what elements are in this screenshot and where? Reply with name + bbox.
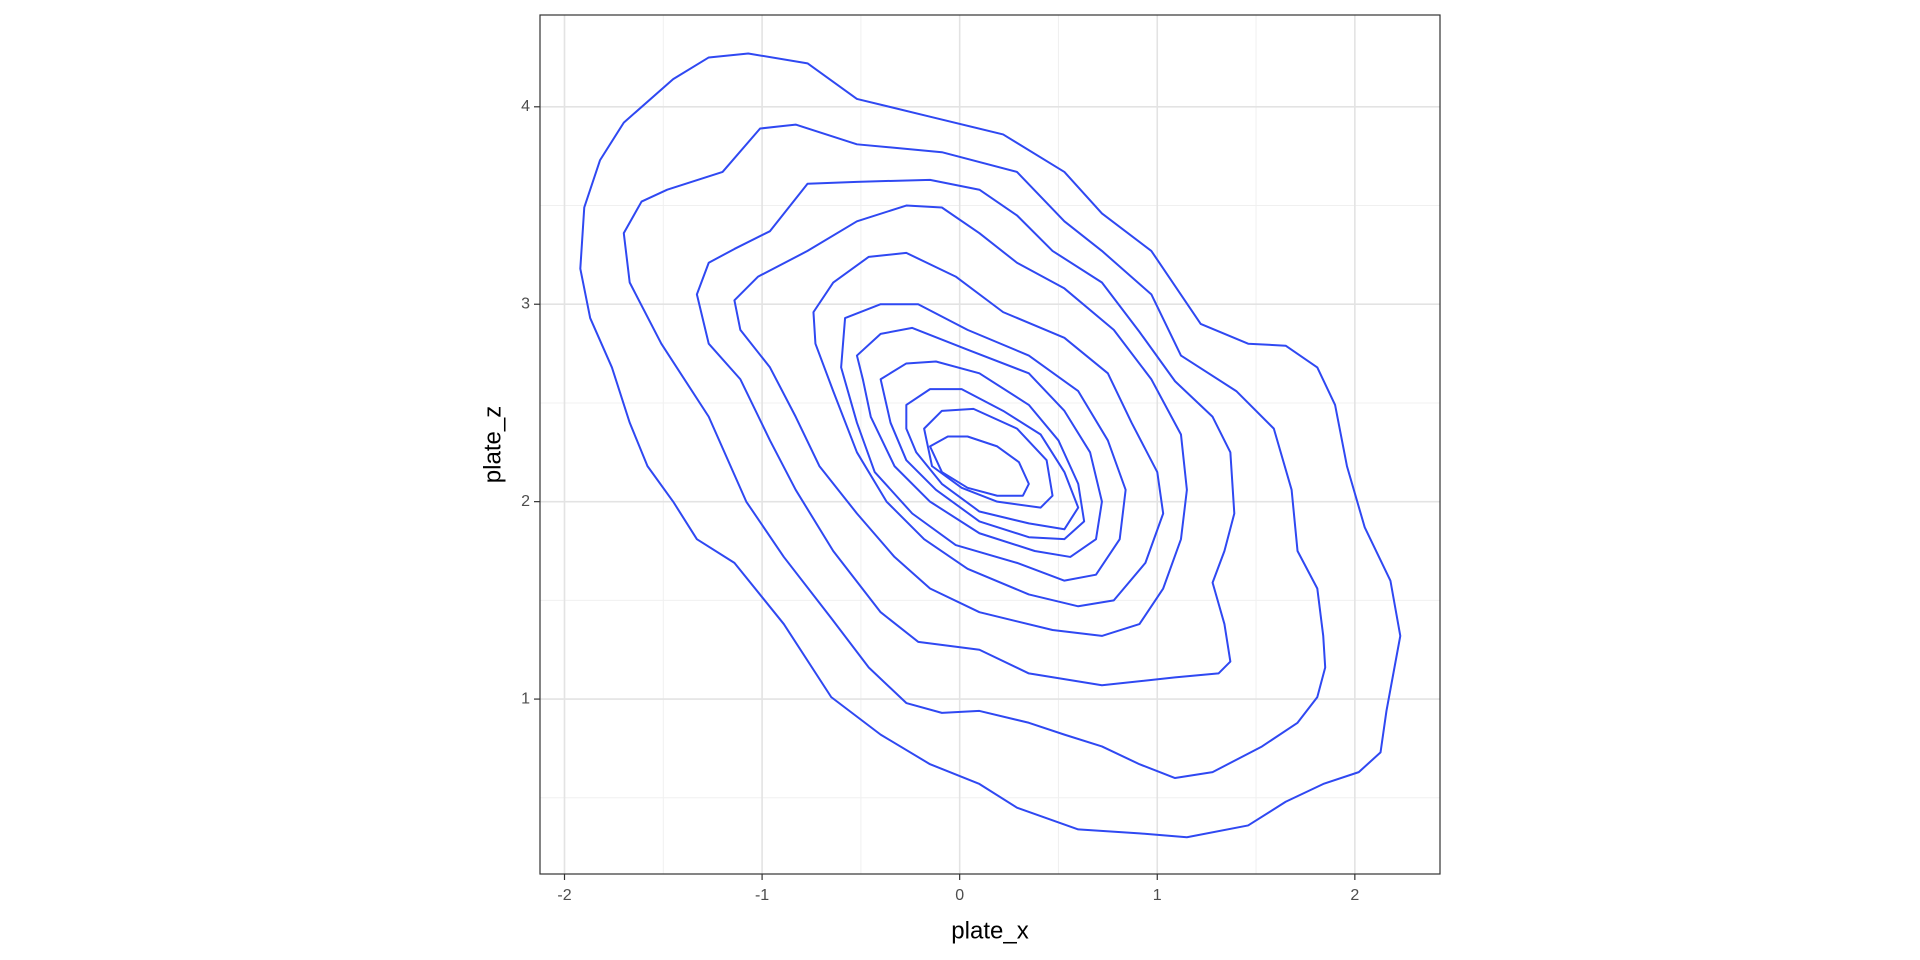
y-tick-label: 1 [521, 690, 530, 707]
contour-line [622, 123, 1327, 780]
contour-line [905, 388, 1080, 531]
contour-line [840, 303, 1127, 582]
y-tick-label: 4 [521, 98, 530, 115]
x-tick-label: 2 [1350, 887, 1359, 904]
panel-border [539, 14, 1441, 875]
contour-line [695, 178, 1236, 687]
contours [579, 52, 1402, 839]
axes: -2 -1 0 1 2 1 2 3 4 [521, 98, 1359, 904]
contour-line [812, 251, 1165, 608]
grid [540, 15, 1440, 874]
contour-line [579, 52, 1402, 839]
y-tick-label: 3 [521, 295, 530, 312]
contour-line [733, 204, 1188, 637]
x-tick-label: -2 [557, 887, 571, 904]
x-tick-label: 0 [955, 887, 964, 904]
contour-line [855, 326, 1103, 558]
y-tick-label: 2 [521, 493, 530, 510]
x-tick-label: -1 [755, 887, 769, 904]
y-axis-title: plate_z [479, 406, 506, 483]
contour-line [879, 360, 1086, 541]
contour-line [923, 407, 1054, 509]
x-tick-label: 1 [1153, 887, 1162, 904]
contour-line [929, 435, 1030, 497]
x-axis-title: plate_x [951, 917, 1028, 944]
